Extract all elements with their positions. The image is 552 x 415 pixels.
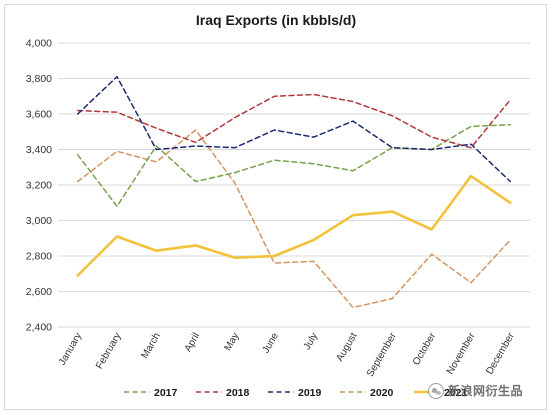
series-line-2017 xyxy=(76,123,512,208)
series-lines xyxy=(76,75,512,309)
x-tick-label: June xyxy=(261,331,282,356)
legend-label-2019: 2019 xyxy=(298,387,322,399)
x-tick-label: July xyxy=(302,331,320,352)
legend-label-2018: 2018 xyxy=(226,387,250,399)
y-tick-label: 3,400 xyxy=(26,144,52,156)
x-tick-label: December xyxy=(484,330,517,376)
x-tick-label: September xyxy=(365,330,399,378)
chart-frame xyxy=(4,4,547,410)
y-tick-label: 3,800 xyxy=(26,73,52,85)
wechat-icon xyxy=(428,382,444,399)
y-tick-label: 2,800 xyxy=(26,251,52,263)
y-tick-label: 3,200 xyxy=(26,180,52,192)
watermark: 新浪网衍生品 xyxy=(428,382,523,399)
series-line-2020 xyxy=(76,129,512,309)
chart-title: Iraq Exports (in kbbls/d) xyxy=(196,12,356,28)
x-tick-label: February xyxy=(94,331,124,371)
x-axis-ticks: January February March April May June July Augu… xyxy=(57,330,517,378)
y-tick-label: 2,600 xyxy=(26,286,52,298)
series-line-2019 xyxy=(76,75,512,183)
legend-label-2017: 2017 xyxy=(154,387,178,399)
gridlines xyxy=(58,42,530,328)
y-tick-label: 4,000 xyxy=(26,38,52,50)
x-tick-label: March xyxy=(140,331,163,361)
watermark-text: 新浪网衍生品 xyxy=(448,384,524,398)
y-tick-label: 3,600 xyxy=(26,109,52,121)
x-tick-label: May xyxy=(223,331,242,353)
x-tick-label: April xyxy=(183,331,203,354)
x-tick-label: October xyxy=(411,330,439,367)
legend: 2017 2018 2019 2020 2021 xyxy=(124,387,468,399)
x-tick-label: August xyxy=(335,331,360,364)
x-tick-label: November xyxy=(445,330,478,376)
series-line-2018 xyxy=(76,93,512,149)
y-tick-label: 2,400 xyxy=(26,322,52,334)
x-tick-label: January xyxy=(57,331,84,367)
legend-label-2021: 2021 xyxy=(444,387,468,399)
legend-label-2020: 2020 xyxy=(370,387,394,399)
y-tick-label: 3,000 xyxy=(26,215,52,227)
y-axis-ticks: 2,400 2,600 2,800 3,000 3,200 3,400 3,600 3,800… xyxy=(26,38,52,334)
series-line-2021 xyxy=(76,174,512,277)
